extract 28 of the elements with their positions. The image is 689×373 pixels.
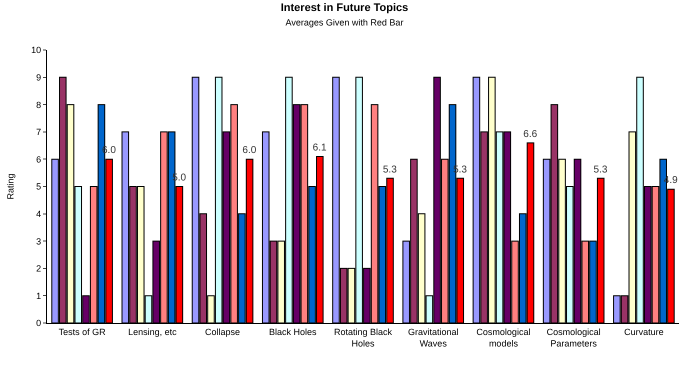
x-tick-label: Gravitational Waves	[408, 326, 458, 348]
y-tick-label: 1	[36, 290, 42, 301]
data-label: 5.3	[382, 164, 398, 176]
x-tick-label: Black Holes	[269, 326, 318, 337]
x-tick-label: Curvature	[624, 326, 664, 337]
y-axis-title: Rating	[6, 173, 16, 200]
chart-subtitle: Averages Given with Red Bar	[286, 17, 404, 28]
y-tick-label: 0	[36, 318, 42, 328]
y-tick-label: 7	[36, 127, 42, 138]
x-tick-label: Cosmological models	[476, 326, 530, 348]
y-tick-label: 4	[36, 208, 42, 219]
y-tick-label: 8	[36, 100, 42, 110]
y-tick-label: 2	[36, 264, 42, 274]
x-tick-label: Lensing, etc	[128, 326, 178, 337]
data-label: 5.3	[594, 164, 608, 176]
data-label: 6.6	[523, 128, 538, 140]
x-tick-label: Collapse	[205, 326, 240, 337]
data-label: 6.0	[242, 145, 257, 156]
y-tick-label: 6	[36, 154, 42, 164]
data-label: 6.1	[312, 142, 327, 154]
y-tick-label: 9	[36, 72, 42, 82]
x-tick-label: Cosmological Parameters	[546, 326, 601, 348]
x-tick-label: Rotating Black Holes	[334, 326, 393, 348]
y-tick-label: 3	[36, 236, 42, 246]
y-tick-label: 10	[31, 45, 42, 56]
x-tick-label: Tests of GR	[58, 326, 106, 337]
y-tick-label: 5	[36, 182, 42, 192]
chart-title: Interest in Future Topics	[280, 2, 408, 14]
